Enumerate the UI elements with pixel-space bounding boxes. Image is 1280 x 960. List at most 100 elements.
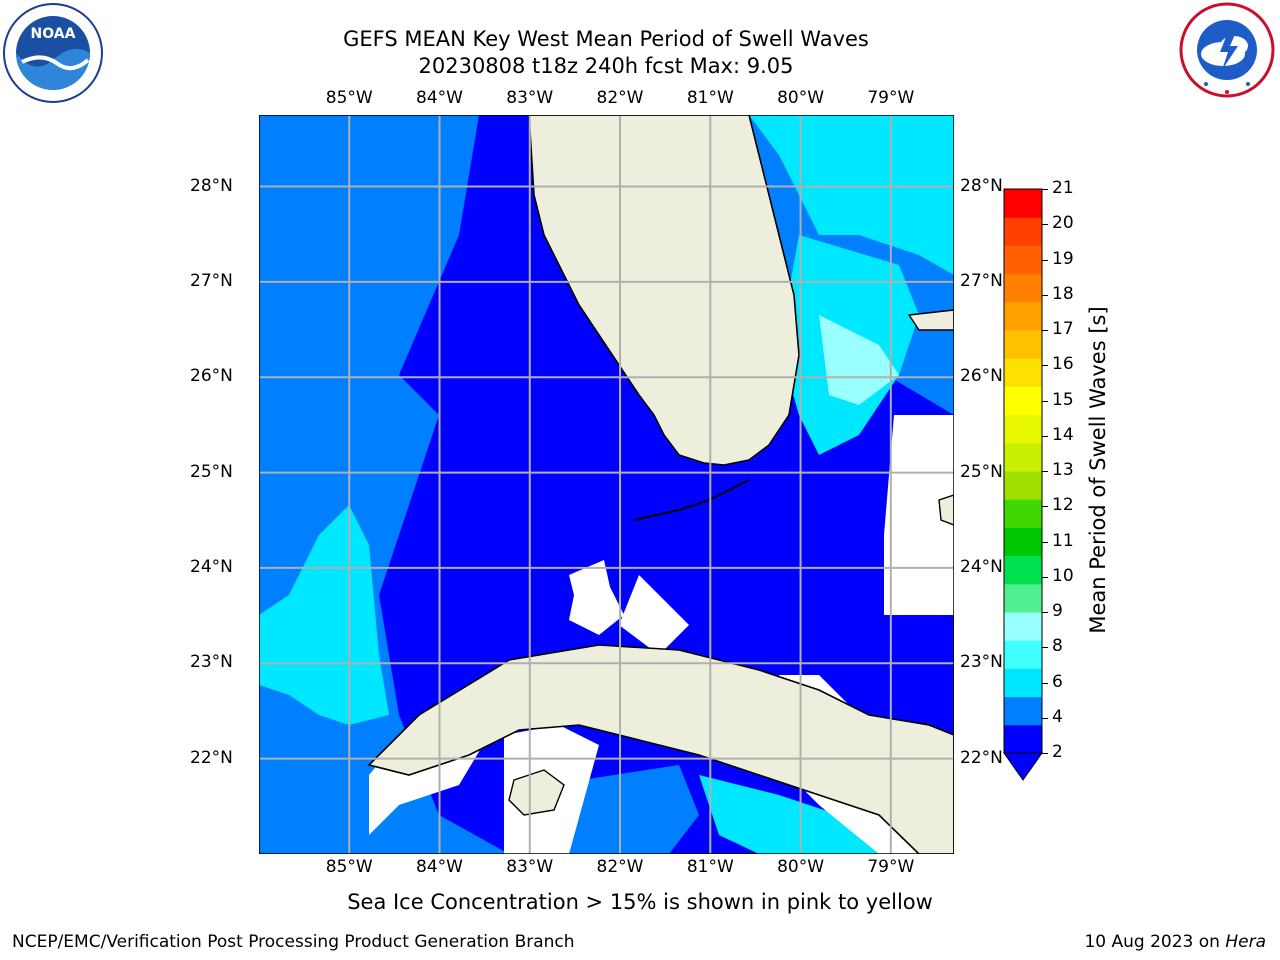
latitude-label: 22°N bbox=[190, 747, 233, 768]
footer-date: 10 Aug 2023 on Hera bbox=[1084, 932, 1266, 952]
colorbar-swatch bbox=[1004, 386, 1042, 416]
colorbar-tick-label: 14 bbox=[1052, 424, 1074, 445]
footer-branch: NCEP/EMC/Verification Post Processing Pr… bbox=[12, 932, 575, 952]
latitude-label: 25°N bbox=[960, 461, 1003, 482]
colorbar-tick-label: 11 bbox=[1052, 530, 1074, 551]
longitude-label: 81°W bbox=[686, 857, 734, 877]
colorbar-tick bbox=[1042, 647, 1048, 649]
colorbar-swatch bbox=[1004, 527, 1042, 557]
colorbar-title: Mean Period of Swell Waves [s] bbox=[1086, 306, 1110, 634]
latitude-label: 22°N bbox=[960, 747, 1003, 768]
longitude-label: 80°W bbox=[777, 857, 825, 877]
bahamas-2 bbox=[938, 494, 954, 526]
colorbar-tick bbox=[1042, 717, 1048, 719]
latitude-label: 24°N bbox=[960, 556, 1003, 577]
isla-juventud bbox=[508, 769, 565, 816]
nodata-4 bbox=[619, 575, 689, 655]
graticule bbox=[259, 115, 954, 854]
title-line-2: 20230808 t18z 240h fcst Max: 9.05 bbox=[418, 54, 794, 78]
colorbar-tick-label: 8 bbox=[1052, 636, 1063, 657]
colorbar-swatch bbox=[1004, 330, 1042, 359]
longitude-label: 79°W bbox=[867, 88, 915, 108]
colorbar-swatch bbox=[1004, 612, 1042, 641]
colorbar-tick-label: 18 bbox=[1052, 283, 1074, 304]
colorbar-under-triangle bbox=[1003, 752, 1043, 781]
colorbar-tick-label: 17 bbox=[1052, 319, 1074, 339]
latitude-label: 25°N bbox=[190, 461, 233, 482]
colorbar-swatch bbox=[1004, 245, 1042, 275]
longitude-label: 81°W bbox=[686, 88, 734, 108]
longitude-label: 85°W bbox=[325, 857, 373, 877]
colorbar-tick bbox=[1042, 400, 1048, 402]
colorbar-tick bbox=[1042, 471, 1048, 472]
colorbar-swatch bbox=[1004, 696, 1042, 726]
sea-ice-note: Sea Ice Concentration > 15% is shown in … bbox=[347, 890, 933, 914]
noaa-logo: NOAA bbox=[3, 3, 103, 103]
colorbar-tick-label: 12 bbox=[1052, 495, 1074, 516]
footer-host: Hera bbox=[1225, 932, 1266, 952]
contour-6-8 bbox=[819, 315, 899, 405]
colorbar-swatch bbox=[1004, 724, 1042, 754]
latitude-label: 28°N bbox=[960, 175, 1003, 196]
florida-keys bbox=[633, 479, 750, 521]
colorbar-tick bbox=[1042, 294, 1048, 296]
colorbar-swatch bbox=[1004, 414, 1042, 444]
colorbar-tick bbox=[1042, 330, 1048, 331]
colorbar-swatch bbox=[1004, 217, 1042, 246]
latitude-label: 23°N bbox=[960, 652, 1003, 673]
colorbar-tick bbox=[1042, 506, 1048, 508]
footer-date-text: 10 Aug 2023 on bbox=[1084, 932, 1220, 952]
colorbar-tick bbox=[1042, 541, 1048, 543]
longitude-label: 83°W bbox=[506, 857, 554, 877]
contour-4-6-s bbox=[699, 775, 879, 854]
colorbar-tick-label: 21 bbox=[1052, 178, 1074, 198]
colorbar-tick-label: 10 bbox=[1052, 565, 1074, 586]
longitude-label: 85°W bbox=[325, 88, 373, 108]
longitude-label: 84°W bbox=[416, 88, 463, 108]
colorbar-tick-label: 13 bbox=[1052, 460, 1074, 480]
noaa-logo-text: NOAA bbox=[31, 26, 76, 42]
colorbar-tick-label: 15 bbox=[1052, 389, 1074, 410]
colorbar-swatch bbox=[1004, 583, 1042, 613]
colorbar-swatch bbox=[1004, 273, 1042, 303]
colorbar-tick-label: 20 bbox=[1052, 213, 1074, 234]
longitude-label: 79°W bbox=[867, 857, 915, 877]
colorbar-tick bbox=[1042, 189, 1048, 190]
nodata-3 bbox=[569, 560, 614, 615]
nodata-2 bbox=[884, 415, 954, 615]
contour-4-6-w bbox=[259, 505, 389, 725]
colorbar-tick bbox=[1042, 224, 1048, 226]
colorbar-tick-label: 4 bbox=[1052, 706, 1063, 727]
colorbar-tick-label: 16 bbox=[1052, 354, 1074, 375]
colorbar-tick bbox=[1042, 435, 1048, 437]
colorbar-swatch bbox=[1004, 358, 1042, 387]
latitude-label: 24°N bbox=[190, 556, 233, 577]
latitude-label: 26°N bbox=[190, 366, 233, 387]
longitude-label: 84°W bbox=[416, 857, 463, 877]
longitude-label: 83°W bbox=[506, 88, 554, 108]
colorbar-swatch bbox=[1004, 555, 1042, 585]
bahamas-1 bbox=[907, 309, 954, 331]
colorbar-swatch bbox=[1004, 668, 1042, 698]
colorbar-swatch bbox=[1004, 301, 1042, 331]
latitude-label: 23°N bbox=[190, 652, 233, 673]
colorbar-swatch bbox=[1004, 189, 1042, 218]
colorbar-swatch bbox=[1004, 640, 1042, 669]
colorbar-tick-label: 6 bbox=[1052, 671, 1063, 692]
colorbar-tick bbox=[1042, 682, 1048, 684]
colorbar-tick-label: 19 bbox=[1052, 248, 1074, 269]
colorbar bbox=[1003, 188, 1043, 781]
longitude-label: 82°W bbox=[596, 88, 644, 108]
title-line-1: GEFS MEAN Key West Mean Period of Swell … bbox=[343, 27, 869, 51]
colorbar-tick bbox=[1042, 612, 1048, 613]
colorbar-swatch bbox=[1004, 499, 1042, 528]
cuba-land bbox=[367, 644, 954, 854]
latitude-label: 27°N bbox=[960, 270, 1003, 291]
colorbar-swatch bbox=[1004, 471, 1042, 500]
longitude-label: 80°W bbox=[777, 88, 825, 108]
colorbar-tick-label: 2 bbox=[1052, 742, 1063, 762]
colorbar-tick-label: 9 bbox=[1052, 601, 1063, 621]
colorbar-tick bbox=[1042, 576, 1048, 578]
latitude-label: 26°N bbox=[960, 366, 1003, 387]
nws-logo bbox=[1179, 2, 1275, 98]
